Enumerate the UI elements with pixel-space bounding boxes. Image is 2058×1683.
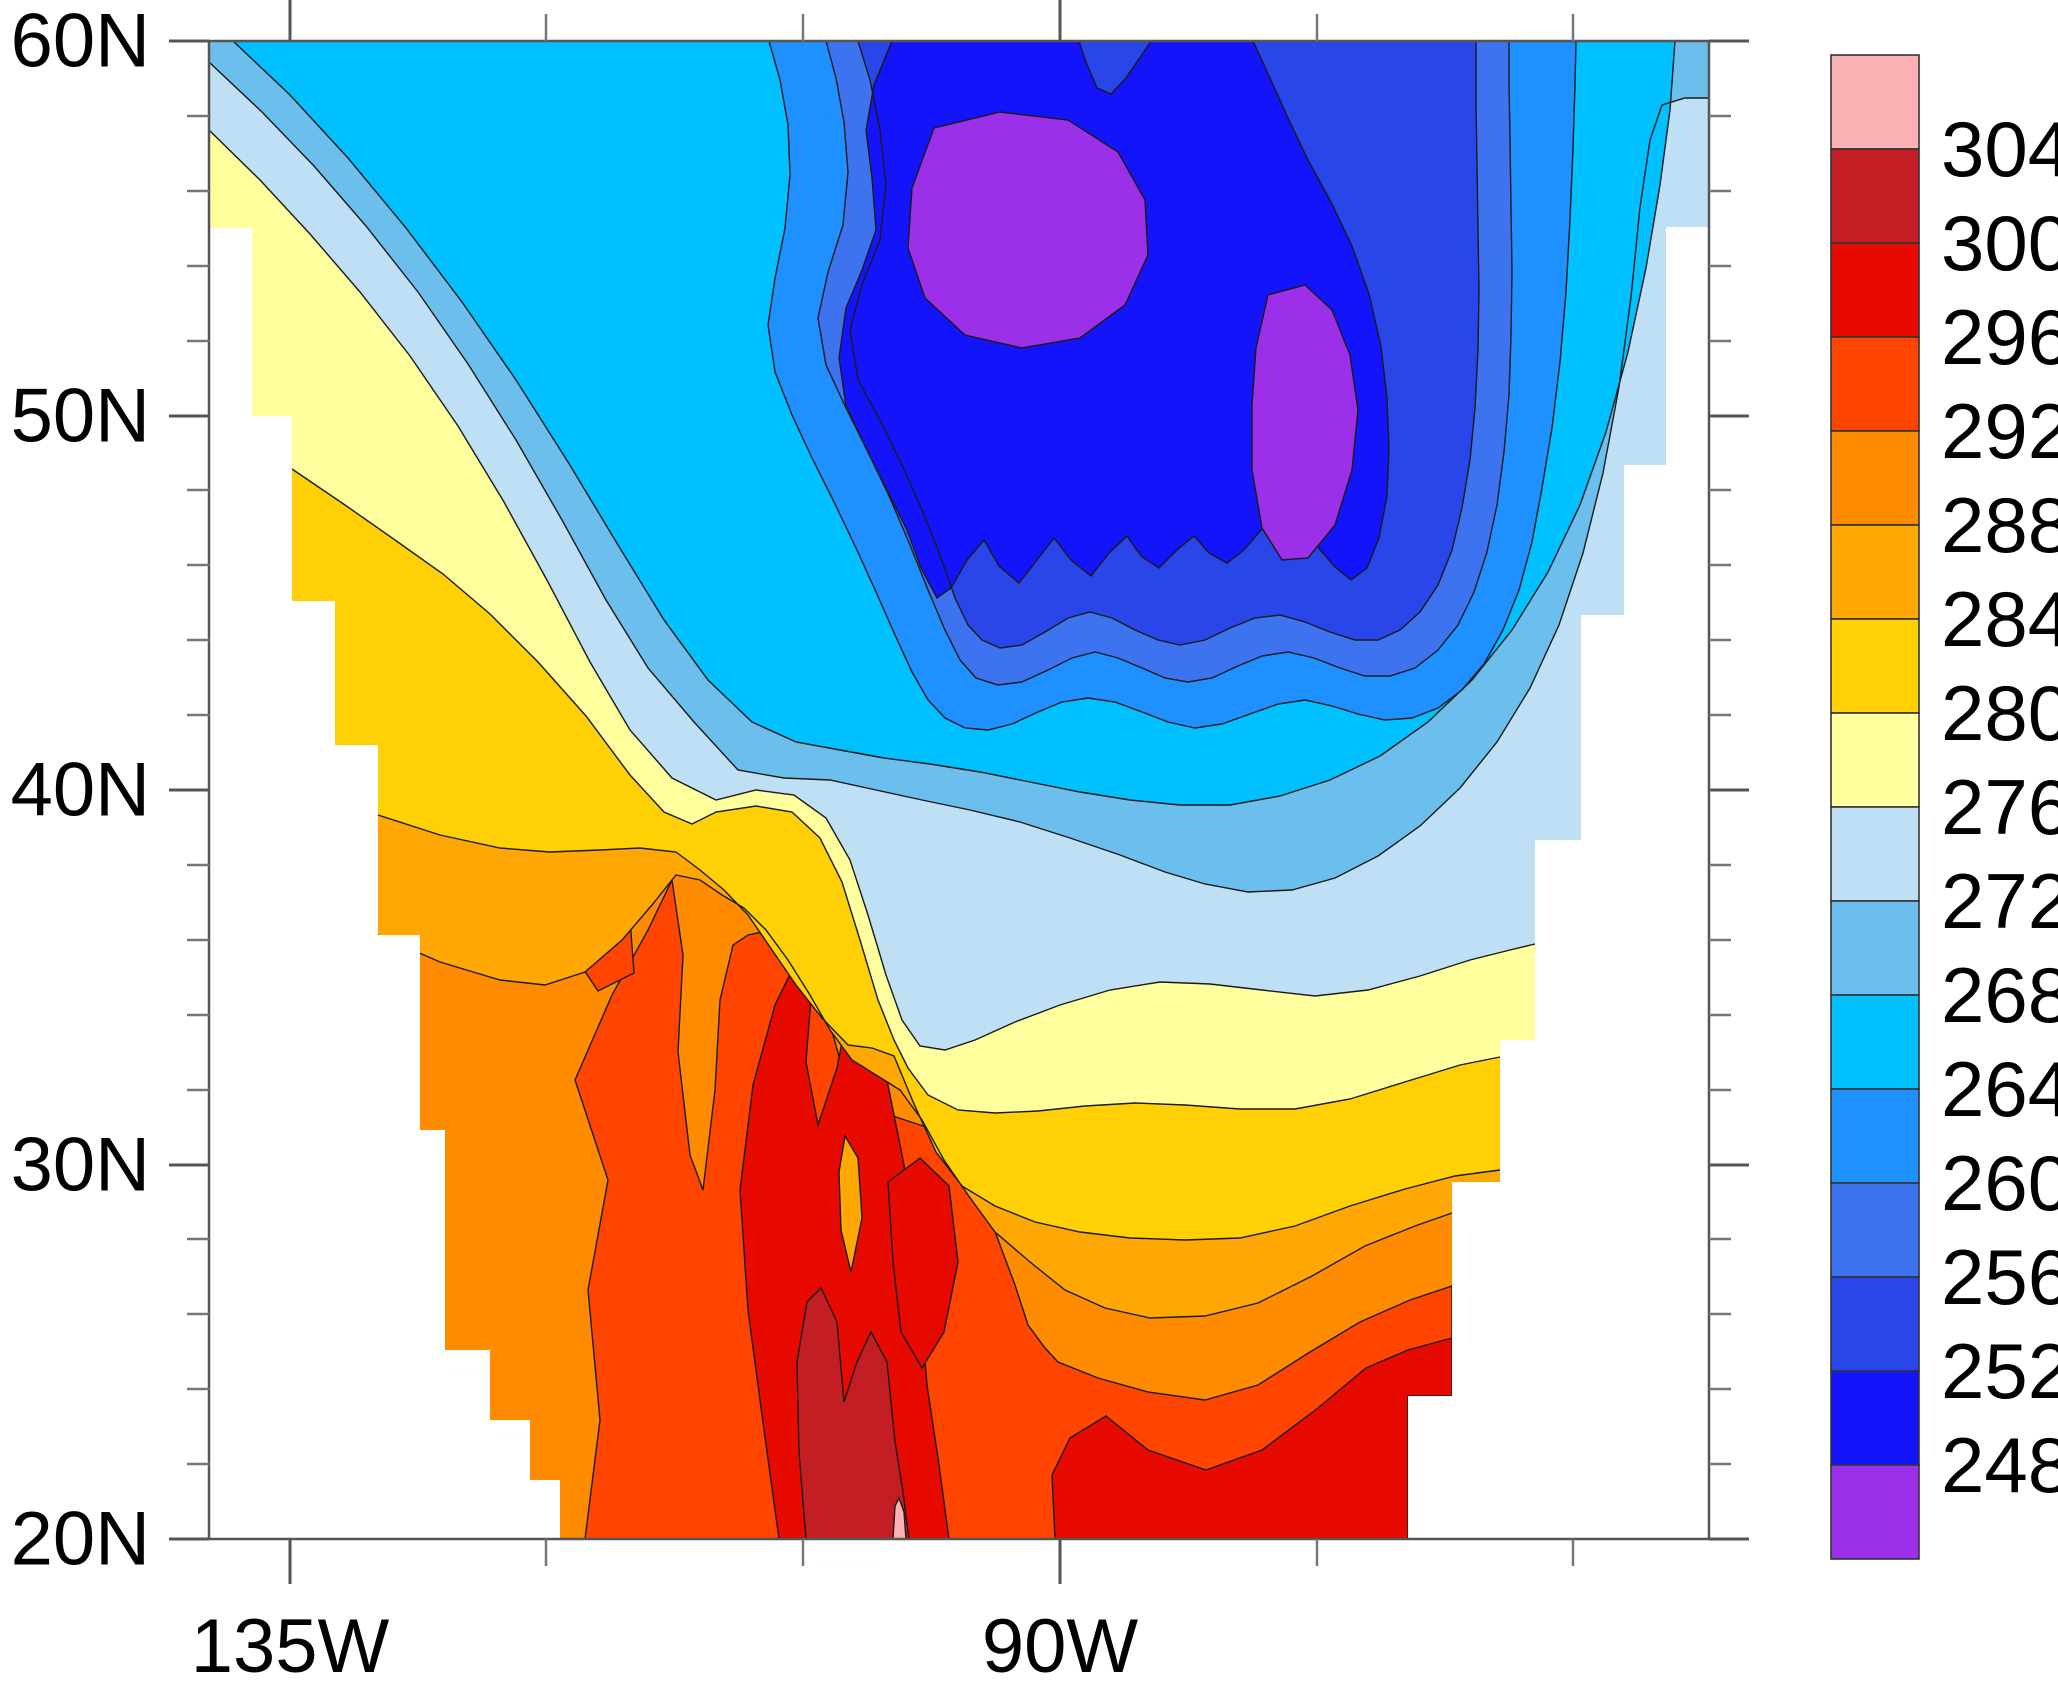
band-under-248-east — [1251, 284, 1359, 561]
lat-label-60N: 60N — [11, 0, 150, 84]
island-284-288-sliver — [838, 1133, 863, 1273]
contour-field — [209, 41, 1709, 1539]
contour-line-band-276-280 — [291, 468, 1501, 1114]
colorbar-cell-13 — [1830, 1276, 1920, 1372]
colorbar-cell-1 — [1830, 148, 1920, 244]
band-under-248-west — [907, 111, 1149, 349]
colorbar-label-288: 288 — [1941, 481, 2058, 569]
contour-line-band-280-284 — [377, 814, 1501, 1241]
contour-line-band-284-288 — [377, 874, 1453, 1319]
colorbar-label-276: 276 — [1941, 763, 2058, 851]
colorbar-cell-15 — [1830, 1464, 1920, 1560]
colorbar-label-268: 268 — [1941, 951, 2058, 1039]
colorbar-cell-3 — [1830, 336, 1920, 432]
colorbar-cell-11 — [1830, 1088, 1920, 1184]
colorbar-label-256: 256 — [1941, 1233, 2058, 1321]
lat-label-50N: 50N — [11, 374, 150, 459]
colorbar-label-264: 264 — [1941, 1045, 2058, 1133]
band-296-300-comma — [887, 1157, 959, 1370]
lat-label-40N: 40N — [11, 748, 150, 833]
colorbar-cell-12 — [1830, 1182, 1920, 1278]
contour-line-band-252-256 — [849, 41, 1480, 649]
band-300-304-column — [796, 1286, 910, 1539]
colorbar-cell-8 — [1830, 806, 1920, 902]
missing-data-masks — [209, 227, 1709, 1539]
colorbar-cell-7 — [1830, 712, 1920, 808]
colorbar-label-304: 304 — [1941, 105, 2058, 193]
colorbar-cell-9 — [1830, 900, 1920, 996]
contour-line-band-272-276 — [209, 129, 1536, 1051]
colorbar-label-248: 248 — [1941, 1421, 2058, 1509]
contour-line-band-260-264 — [767, 41, 1577, 731]
colorbar: 3043002962922882842802762722682642602562… — [1830, 54, 2058, 1560]
colorbar-label-300: 300 — [1941, 199, 2058, 287]
axes: 60N 50N 40N 30N 20N 135W 90W — [11, 0, 1749, 1683]
colorbar-label-292: 292 — [1941, 387, 2058, 475]
colorbar-cell-5 — [1830, 524, 1920, 620]
lon-label-90W: 90W — [982, 1604, 1139, 1683]
colorbar-cell-2 — [1830, 242, 1920, 338]
colorbar-cell-0 — [1830, 54, 1920, 150]
band-over-304-sliver — [892, 1496, 907, 1539]
colorbar-cell-4 — [1830, 430, 1920, 526]
contour-line-band-268-272 — [209, 61, 1709, 893]
mask-left — [209, 228, 560, 1539]
contour-line-band-256-260 — [817, 41, 1513, 686]
colorbar-cell-14 — [1830, 1370, 1920, 1466]
colorbar-label-272: 272 — [1941, 857, 2058, 945]
lat-label-20N: 20N — [11, 1497, 150, 1582]
lat-label-30N: 30N — [11, 1123, 150, 1208]
mask-right — [1408, 227, 1709, 1539]
colorbar-label-280: 280 — [1941, 669, 2058, 757]
colorbar-label-296: 296 — [1941, 293, 2058, 381]
colorbar-label-252: 252 — [1941, 1327, 2058, 1415]
lon-label-135W: 135W — [191, 1604, 390, 1683]
contour-line-band-264-268 — [232, 41, 1676, 806]
colorbar-label-260: 260 — [1941, 1139, 2058, 1227]
colorbar-cell-6 — [1830, 618, 1920, 714]
colorbar-label-284: 284 — [1941, 575, 2058, 663]
colorbar-cell-10 — [1830, 994, 1920, 1090]
